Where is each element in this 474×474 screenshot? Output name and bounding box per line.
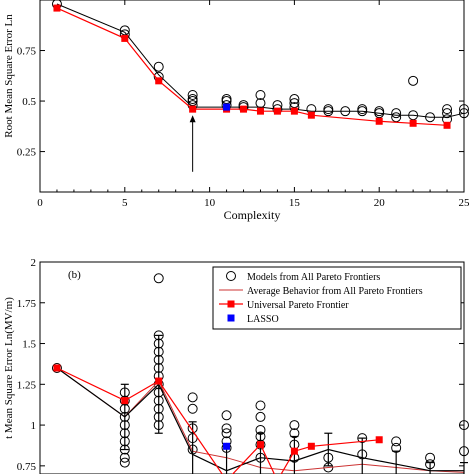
x-tick-label: 20 [374,197,386,209]
legend-marker-square [227,300,235,308]
panel-a: 0.25 0.5 0.75 0 5 10 15 20 25 Complexity Root Mean… [3,0,470,222]
model-circle-point [119,457,130,468]
model-circle-point [442,104,453,115]
model-circle-point [255,411,266,422]
lasso-square [223,442,231,450]
model-circle-point [221,428,232,439]
x-tick-label: 5 [122,197,128,209]
legend-label: Universal Pareto Frontier [247,300,349,311]
pareto-frontier-line [56,7,448,126]
legend-label: LASSO [247,314,279,325]
pareto-frontier-square [53,364,61,372]
pareto-frontier-line [56,367,380,474]
plot-area [51,0,469,129]
pareto-frontier-square [189,105,197,113]
x-tick-label: 0 [37,197,43,209]
model-circle-point [153,273,164,284]
pareto-frontier-square [307,111,315,119]
panel-label: (b) [68,269,81,281]
model-circle-point [255,89,266,100]
annotation-arrow-head [189,115,196,123]
pareto-frontier-square [121,397,129,405]
model-circle-point [459,446,469,457]
x-axis-label: Complexity [224,208,281,222]
model-circle-point [255,400,266,411]
model-circle-point [374,106,385,117]
legend-marker-square [227,314,235,322]
model-circle-point [187,392,198,403]
y-axis-label: t Mean Square Error Ln(MV/m) [3,297,15,439]
lasso-square [223,103,231,111]
x-tick-label: 15 [289,197,301,209]
pareto-frontier-square [256,441,264,449]
pareto-frontier-square [53,4,61,12]
errorbar-mean-line [56,367,464,472]
pareto-frontier-square [443,121,451,129]
y-axis-label: Root Mean Square Error Ln [3,14,15,138]
legend-marker-circle [226,271,236,281]
model-circle-point [391,108,402,119]
average-line [56,3,465,118]
y-tick-label: 1.25 [17,379,37,391]
x-tick-label: 25 [459,197,471,209]
model-circle-point [459,108,469,119]
average-line [56,367,465,473]
y-tick-label: 1.5 [22,339,36,351]
pareto-frontier-square [290,107,298,115]
plot-frame [39,261,465,474]
model-circle-point [187,96,198,107]
pareto-frontier-square [290,447,298,455]
x-tick-label: 10 [204,197,216,209]
y-tick-label: 2 [31,257,37,269]
model-circle-point [51,363,62,373]
model-circle-point [153,61,164,72]
y-tick-label: 0.75 [17,461,37,473]
y-tick-label: 1.75 [17,298,37,310]
model-circle-point [357,104,368,115]
model-circle-point [289,94,300,105]
model-circle-point [391,436,402,447]
model-circle-point [221,410,232,421]
model-circle-point [323,104,334,115]
y-tick-label: 0.25 [17,147,37,159]
pareto-frontier-square [307,442,315,450]
pareto-frontier-square [273,107,281,115]
pareto-frontier-square [240,105,248,113]
pareto-frontier-square [121,34,129,42]
legend-label: Models from All Pareto Frontiers [247,272,380,283]
pareto-frontier-square [256,107,264,115]
panel-b: 0.75 1 1.25 1.5 1.75 2 t Mean Square Error Ln(… [3,257,469,474]
plot-area [51,273,469,474]
model-circle-point [187,89,198,100]
pareto-frontier-square [375,117,383,125]
model-circle-point [459,420,469,431]
model-circle-point [221,423,232,434]
model-circle-point [289,420,300,431]
model-circle-point [289,98,300,109]
model-circle-point [408,75,419,86]
pareto-frontier-square [155,377,163,385]
y-tick-label: 1 [31,420,37,432]
y-tick-label: 0.75 [17,46,37,58]
model-circle-point [119,452,130,463]
legend-box [212,266,462,330]
pareto-frontier-square [155,77,163,85]
pareto-frontier-square [409,119,417,127]
model-circle-point [187,403,198,414]
model-circle-point [374,108,385,119]
pareto-frontier-square [375,436,383,444]
plot-frame [39,0,465,193]
y-tick-label: 0.5 [22,96,36,108]
legend-label: Average Behavior from All Pareto Frontie… [247,286,423,297]
